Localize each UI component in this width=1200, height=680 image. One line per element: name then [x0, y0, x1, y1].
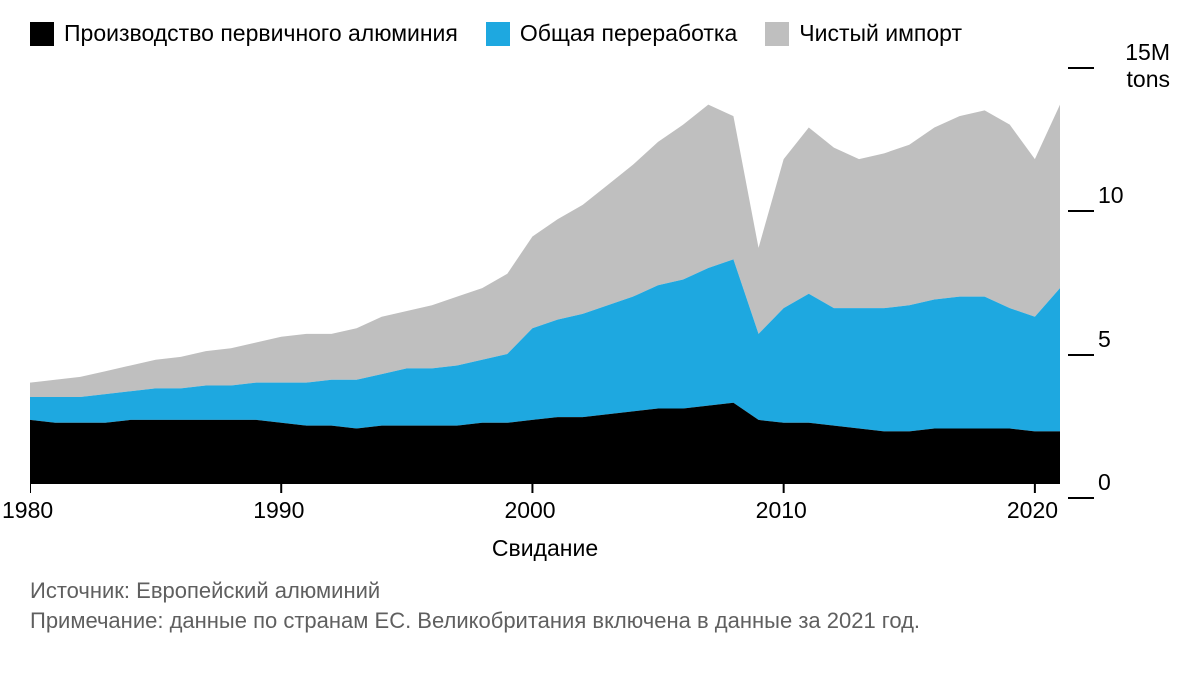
legend-item-recycling: Общая переработка [486, 20, 737, 47]
chart: 051015M tons 19801990200020102020 [30, 53, 1170, 533]
legend-swatch-primary [30, 22, 54, 46]
legend-label-primary: Производство первичного алюминия [64, 20, 458, 47]
x-tick-label: 2000 [504, 497, 555, 524]
legend-swatch-recycling [486, 22, 510, 46]
x-tick-label: 1980 [2, 497, 53, 524]
area-plot [30, 53, 1170, 523]
legend-item-primary: Производство первичного алюминия [30, 20, 458, 47]
x-tick-label: 2020 [1007, 497, 1058, 524]
y-tick-label: 0 [1098, 469, 1111, 496]
legend-item-imports: Чистый импорт [765, 20, 962, 47]
y-tick-mark [1068, 497, 1094, 499]
chart-footer: Источник: Европейский алюминий Примечани… [30, 576, 1170, 635]
y-tick-mark [1068, 354, 1094, 356]
x-axis-title: Свидание [30, 535, 1060, 562]
y-tick-label: 15M tons [1098, 39, 1170, 93]
legend-label-recycling: Общая переработка [520, 20, 737, 47]
x-tick-label: 2010 [756, 497, 807, 524]
legend-label-imports: Чистый импорт [799, 20, 962, 47]
y-tick-mark [1068, 67, 1094, 69]
source-line: Источник: Европейский алюминий [30, 576, 1170, 606]
legend-swatch-imports [765, 22, 789, 46]
y-tick-mark [1068, 210, 1094, 212]
y-tick-label: 10 [1098, 182, 1124, 209]
y-tick-label: 5 [1098, 326, 1111, 353]
note-line: Примечание: данные по странам ЕС. Велико… [30, 606, 1170, 636]
legend: Производство первичного алюминия Общая п… [30, 20, 1170, 47]
x-tick-label: 1990 [253, 497, 304, 524]
